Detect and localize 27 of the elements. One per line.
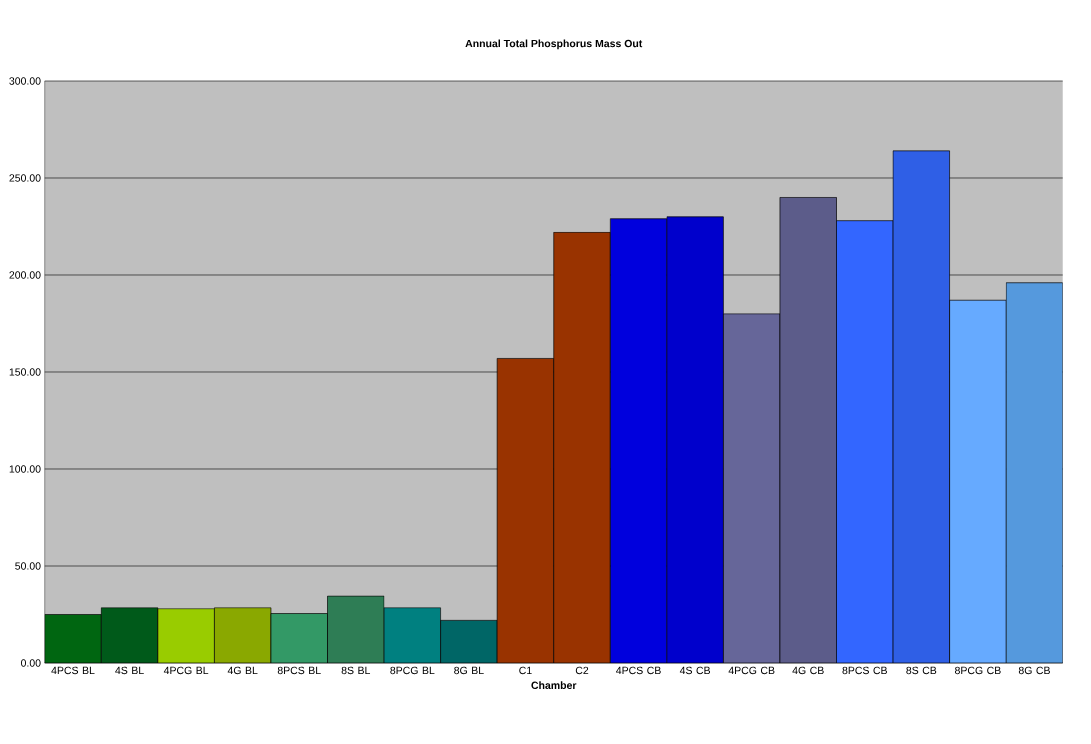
x-tick-label: 4PCS BL <box>51 666 95 675</box>
x-tick-label: 8S BL <box>341 666 371 675</box>
x-tick-label: 8PCG BL <box>390 666 435 675</box>
y-tick-label: 300.00 <box>9 77 41 85</box>
x-tick-label: C1 <box>519 666 532 675</box>
x-tick-label: 8G BL <box>454 666 484 675</box>
chart-title: Annual Total Phosphorus Mass Out <box>465 39 643 50</box>
x-tick-label: C2 <box>575 666 589 675</box>
x-tick-label: 8PCS CB <box>842 666 887 675</box>
x-tick-label: 4G CB <box>792 666 824 675</box>
x-tick-label: 8G CB <box>1018 666 1050 675</box>
x-tick-label: 8PCS BL <box>277 666 321 675</box>
y-tick-label: 50.00 <box>15 562 41 570</box>
y-tick-label: 250.00 <box>9 174 41 182</box>
x-tick-label: 4S BL <box>115 666 144 675</box>
x-tick-label: 8S CB <box>906 666 937 675</box>
y-tick-label: 200.00 <box>9 271 41 279</box>
x-tick-label: 4PCS CB <box>616 666 661 675</box>
x-tick-label: 4S CB <box>679 666 711 675</box>
x-axis-title: Chamber <box>531 681 577 690</box>
x-tick-label: 4G BL <box>227 666 258 675</box>
x-tick-label: 4PCG CB <box>728 666 775 675</box>
y-tick-label: 0.00 <box>21 659 41 667</box>
y-tick-label: 150.00 <box>9 368 41 376</box>
y-tick-label: 100.00 <box>9 465 41 473</box>
x-tick-label: 4PCG BL <box>163 666 209 675</box>
x-tick-label: 8PCG CB <box>955 666 1001 675</box>
